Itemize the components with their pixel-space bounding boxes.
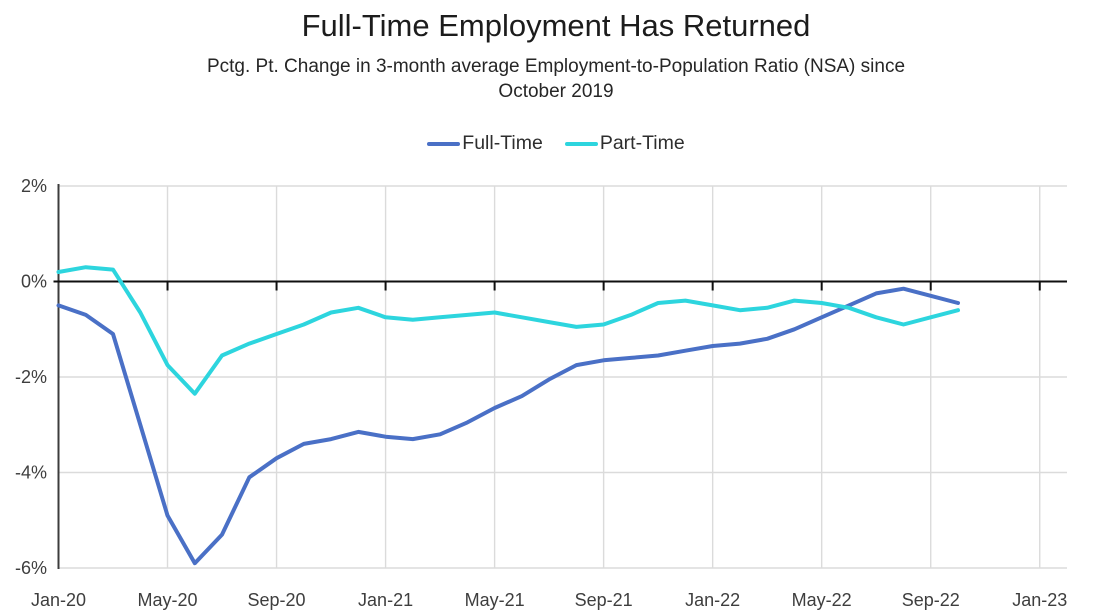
chart-subtitle-line2: October 2019: [498, 81, 614, 102]
y-tick-label: -4%: [15, 463, 47, 483]
y-tick-label: 2%: [21, 176, 47, 196]
legend-item-part-time: Part-Time: [564, 132, 685, 155]
legend-label: Full-Time: [462, 132, 543, 154]
y-tick-label: -6%: [15, 558, 47, 578]
chart-subtitle: Pctg. Pt. Change in 3-month average Empl…: [0, 54, 1112, 104]
y-tick-label: -2%: [15, 367, 47, 387]
x-tick-label: May-20: [138, 590, 198, 610]
y-tick-label: 0%: [21, 272, 47, 292]
x-tick-label: Jan-21: [358, 590, 413, 610]
legend-item-full-time: Full-Time: [427, 132, 543, 155]
chart-title: Full-Time Employment Has Returned: [301, 8, 811, 43]
chart-legend: Full-Time Part-Time: [0, 132, 1112, 155]
legend-label: Part-Time: [599, 132, 685, 154]
x-tick-label: Sep-21: [575, 590, 633, 610]
x-tick-label: Sep-22: [902, 590, 960, 610]
legend-line-swatch: [427, 141, 461, 146]
line-chart: 2% 0% -2% -4% -6% Jan-20 May-20 Sep-20 Jan-21 May…: [15, 176, 1067, 610]
x-tick-label: Sep-20: [248, 590, 306, 610]
series-line-part-time: [56, 265, 960, 396]
x-tick-label: May-21: [465, 590, 525, 610]
x-tick-label: May-22: [792, 590, 852, 610]
x-tick-label: Jan-23: [1012, 590, 1067, 610]
x-tick-label: Jan-22: [685, 590, 740, 610]
legend-line-swatch: [564, 141, 598, 146]
series-line-full-time: [56, 286, 960, 566]
chart-subtitle-line1: Pctg. Pt. Change in 3-month average Empl…: [206, 56, 906, 77]
x-tick-label: Jan-20: [31, 590, 86, 610]
